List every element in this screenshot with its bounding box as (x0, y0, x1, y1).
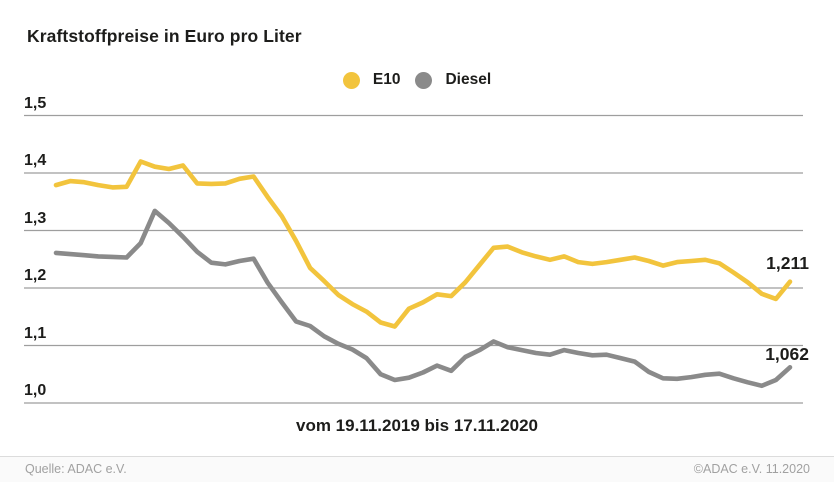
diesel-line (53, 208, 793, 389)
e10-line (53, 159, 793, 329)
y-tick-label: 1,5 (24, 94, 47, 112)
y-tick-label: 1,3 (24, 209, 47, 227)
diesel-end-value-label: 1,062 (765, 344, 809, 364)
chart-title: Kraftstoffpreise in Euro pro Liter (27, 26, 302, 46)
x-axis-label: vom 19.11.2019 bis 17.11.2020 (296, 416, 538, 435)
y-tick-label: 1,2 (24, 267, 47, 284)
copyright-text: ©ADAC e.V. 11.2020 (693, 461, 810, 476)
e10-dot-icon (342, 71, 360, 89)
legend-item-diesel: Diesel (415, 71, 491, 89)
diesel-dot-icon (415, 71, 433, 89)
y-tick-label: 1,0 (24, 382, 47, 399)
y-tick-label: 1,1 (24, 324, 47, 342)
legend: E10 Diesel (0, 71, 834, 89)
footer-bar: Quelle: ADAC e.V. ©ADAC e.V. 11.2020 (0, 456, 834, 482)
source-text: Quelle: ADAC e.V. (25, 461, 127, 476)
e10-legend-label: E10 (372, 71, 401, 88)
e10-end-value-label: 1,211 (766, 253, 809, 273)
legend-item-e10: E10 (342, 71, 401, 89)
y-tick-label: 1,4 (24, 152, 47, 169)
diesel-legend-label: Diesel (445, 71, 492, 88)
